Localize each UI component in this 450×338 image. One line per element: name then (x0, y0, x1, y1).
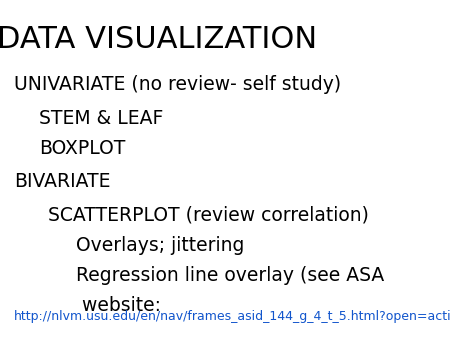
Text: BOXPLOT: BOXPLOT (39, 139, 125, 158)
Text: SCATTERPLOT (review correlation): SCATTERPLOT (review correlation) (48, 206, 369, 225)
Text: Regression line overlay (see ASA: Regression line overlay (see ASA (76, 266, 384, 285)
Text: http://nlvm.usu.edu/en/nav/frames_asid_144_g_4_t_5.html?open=activities: http://nlvm.usu.edu/en/nav/frames_asid_1… (14, 310, 450, 323)
Text: STEM & LEAF: STEM & LEAF (39, 108, 163, 128)
Text: DATA VISUALIZATION: DATA VISUALIZATION (0, 25, 317, 54)
Text: UNIVARIATE (no review- self study): UNIVARIATE (no review- self study) (14, 75, 341, 94)
Text: website:: website: (76, 296, 161, 315)
Text: BIVARIATE: BIVARIATE (14, 172, 110, 191)
Text: Overlays; jittering: Overlays; jittering (76, 236, 244, 255)
